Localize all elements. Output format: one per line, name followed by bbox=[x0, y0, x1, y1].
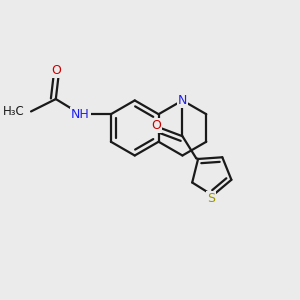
Text: N: N bbox=[178, 94, 187, 107]
Text: O: O bbox=[151, 119, 161, 132]
Text: NH: NH bbox=[71, 108, 90, 121]
Text: S: S bbox=[207, 192, 215, 205]
Text: H₃C: H₃C bbox=[2, 105, 24, 118]
Text: O: O bbox=[51, 64, 61, 77]
